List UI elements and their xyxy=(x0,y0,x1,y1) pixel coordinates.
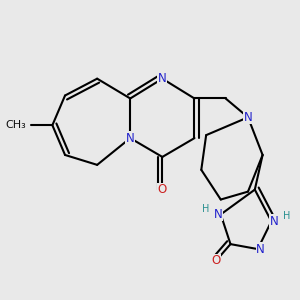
Text: O: O xyxy=(158,183,167,196)
Text: N: N xyxy=(158,72,167,85)
Text: H: H xyxy=(202,204,209,214)
Text: N: N xyxy=(256,243,265,256)
Text: N: N xyxy=(214,208,222,221)
Text: H: H xyxy=(283,212,290,221)
Text: N: N xyxy=(126,132,135,145)
Text: N: N xyxy=(270,215,279,228)
Text: O: O xyxy=(211,254,220,268)
Text: N: N xyxy=(244,111,252,124)
Text: CH₃: CH₃ xyxy=(5,120,26,130)
